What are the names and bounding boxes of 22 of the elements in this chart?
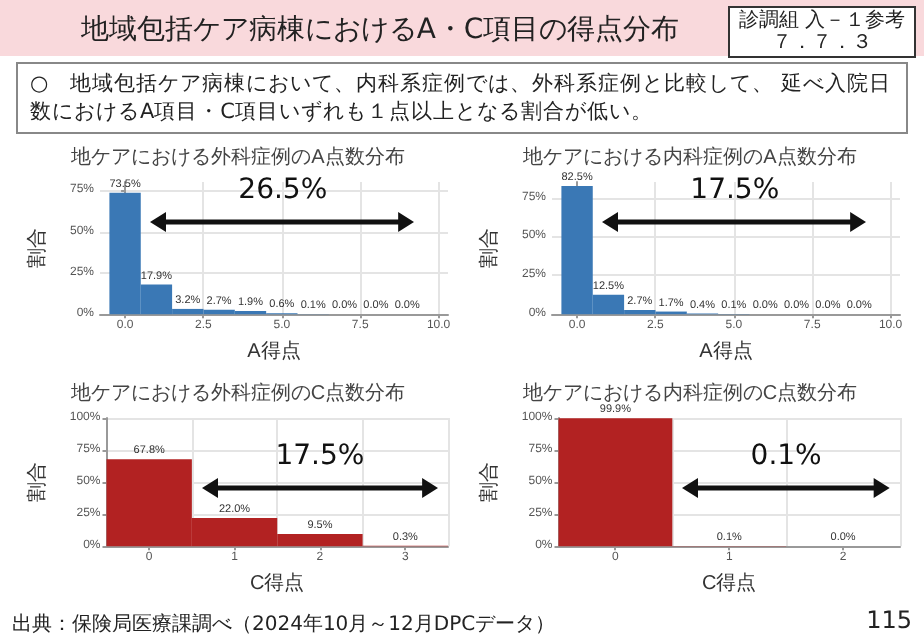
y-axis-title: 割合 xyxy=(477,462,501,503)
x-axis-title: C得点 xyxy=(250,571,305,595)
annotation: 0.1% xyxy=(750,440,822,473)
chart-title: 地ケアにおける外科症例のA点数分布 xyxy=(69,145,405,169)
x-axis-title: A得点 xyxy=(247,339,301,363)
text: 地域包括ケア病棟におけるA・C項目の得点分布 xyxy=(78,12,682,48)
chart-title: 地ケアにおける外科症例のC点数分布 xyxy=(68,381,406,405)
x-axis-title: A得点 xyxy=(699,339,753,363)
text: 診調組 入－１参考 xyxy=(736,10,908,32)
y-axis-title: 割合 xyxy=(25,462,49,503)
annotation: 26.5% xyxy=(238,173,328,206)
y-axis-title: 割合 xyxy=(25,228,49,269)
text: ○ 地域包括ケア病棟において、内科系症例では、外科系症例と比較して、 延べ入院日数におけるA項目・C項目いずれも１点以上となる割合が低い。 xyxy=(16,62,908,134)
source-note: 出典：保険局医療課調べ（2024年10月～12月DPCデータ） xyxy=(12,611,556,638)
chart-title: 地ケアにおける内科症例のC点数分布 xyxy=(520,381,858,405)
text: ７．７．３ xyxy=(770,32,874,54)
annotation: 17.5% xyxy=(275,440,365,473)
y-axis-title: 割合 xyxy=(477,228,501,269)
x-axis-title: C得点 xyxy=(702,571,757,595)
text: 115 xyxy=(864,606,912,634)
chart-title: 地ケアにおける内科症例のA点数分布 xyxy=(521,145,857,169)
annotation: 17.5% xyxy=(690,173,780,206)
